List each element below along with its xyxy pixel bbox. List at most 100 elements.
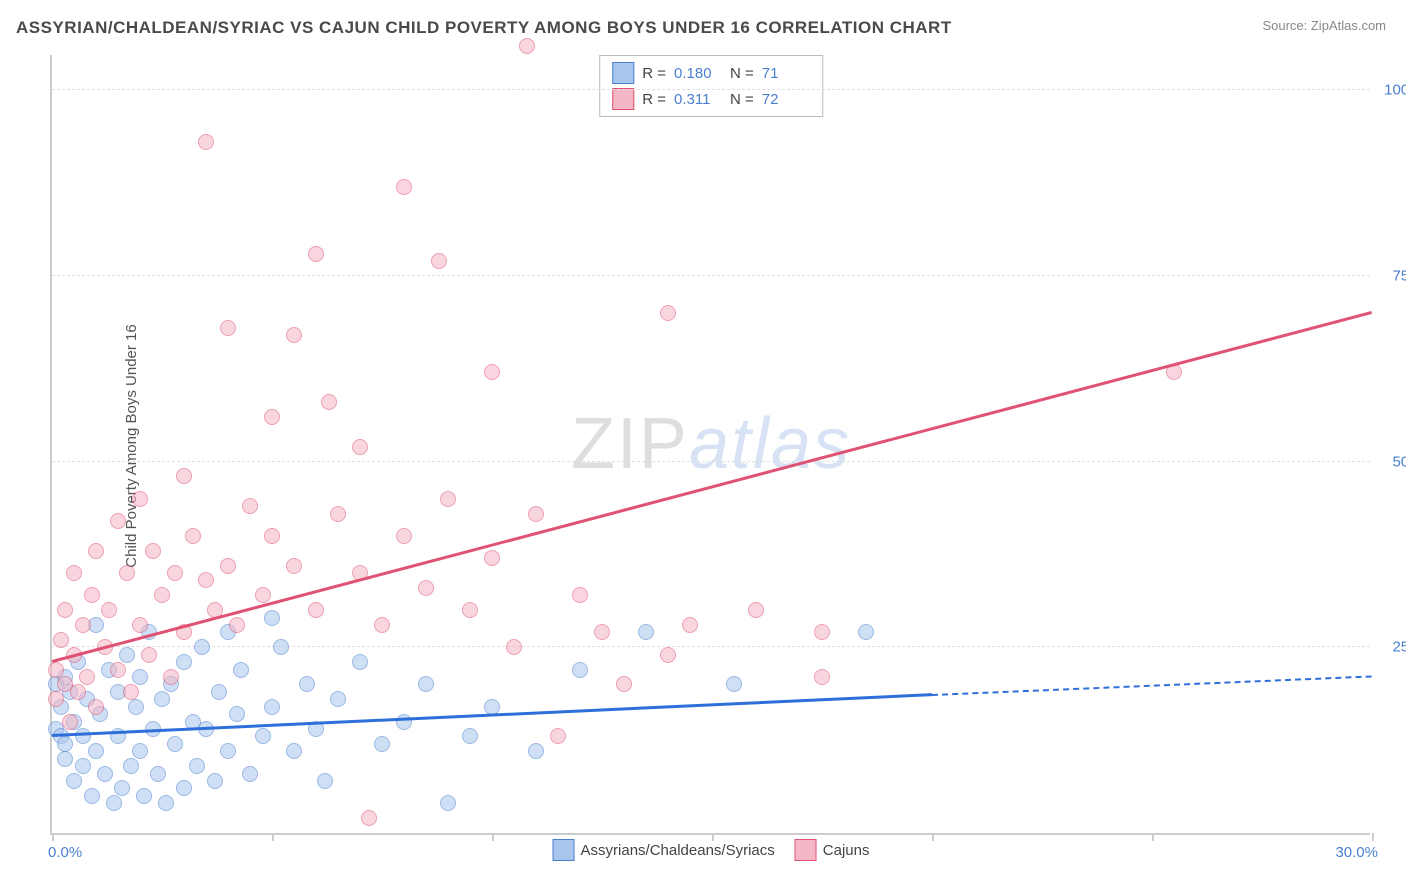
scatter-point (97, 766, 113, 782)
scatter-point (229, 706, 245, 722)
legend-swatch-series1 (553, 839, 575, 861)
scatter-point (506, 639, 522, 655)
scatter-point (220, 558, 236, 574)
scatter-point (255, 728, 271, 744)
scatter-point (242, 498, 258, 514)
scatter-point (352, 439, 368, 455)
scatter-point (484, 550, 500, 566)
x-tick (1372, 833, 1374, 841)
n-val-1: 71 (762, 65, 810, 82)
scatter-point (194, 639, 210, 655)
scatter-point (286, 327, 302, 343)
scatter-point (128, 699, 144, 715)
scatter-point (660, 647, 676, 663)
scatter-point (141, 647, 157, 663)
scatter-point (48, 662, 64, 678)
scatter-point (361, 810, 377, 826)
scatter-point (748, 602, 764, 618)
x-tick-start: 0.0% (48, 844, 82, 861)
scatter-point (88, 743, 104, 759)
scatter-point (119, 647, 135, 663)
scatter-point (264, 699, 280, 715)
x-tick-end: 30.0% (1335, 844, 1378, 861)
scatter-point (211, 684, 227, 700)
scatter-point (682, 617, 698, 633)
scatter-point (57, 736, 73, 752)
trend-line-dashed (932, 675, 1372, 696)
scatter-point (273, 639, 289, 655)
scatter-point (154, 691, 170, 707)
swatch-series2 (612, 88, 634, 110)
scatter-point (132, 669, 148, 685)
scatter-point (70, 684, 86, 700)
y-tick-label: 100.0% (1375, 82, 1406, 99)
x-tick (272, 833, 274, 841)
scatter-point (75, 758, 91, 774)
gridline-h (52, 275, 1370, 276)
scatter-point (440, 491, 456, 507)
swatch-series1 (612, 62, 634, 84)
trend-line (52, 311, 1373, 663)
scatter-point (189, 758, 205, 774)
scatter-point (167, 736, 183, 752)
scatter-point (396, 714, 412, 730)
scatter-point (176, 468, 192, 484)
scatter-point (374, 736, 390, 752)
scatter-point (150, 766, 166, 782)
scatter-point (286, 743, 302, 759)
scatter-point (264, 409, 280, 425)
r-label-1: R = (642, 65, 666, 82)
scatter-point (110, 662, 126, 678)
scatter-point (431, 253, 447, 269)
legend-label-series1: Assyrians/Chaldeans/Syriacs (581, 842, 775, 859)
scatter-point (220, 743, 236, 759)
scatter-point (374, 617, 390, 633)
scatter-point (66, 773, 82, 789)
scatter-point (308, 602, 324, 618)
scatter-point (660, 305, 676, 321)
legend-item-series1: Assyrians/Chaldeans/Syriacs (553, 839, 775, 861)
scatter-point (484, 364, 500, 380)
scatter-point (57, 751, 73, 767)
n-val-2: 72 (762, 91, 810, 108)
scatter-point (75, 617, 91, 633)
y-tick-label: 50.0% (1375, 453, 1406, 470)
scatter-point (198, 572, 214, 588)
scatter-point (106, 795, 122, 811)
scatter-point (119, 565, 135, 581)
scatter-point (616, 676, 632, 692)
gridline-h (52, 89, 1370, 90)
scatter-point (814, 624, 830, 640)
x-tick (52, 833, 54, 841)
scatter-point (519, 38, 535, 54)
scatter-point (207, 773, 223, 789)
scatter-point (255, 587, 271, 603)
scatter-point (88, 543, 104, 559)
scatter-point (462, 728, 478, 744)
scatter-point (136, 788, 152, 804)
scatter-point (132, 491, 148, 507)
chart-title: ASSYRIAN/CHALDEAN/SYRIAC VS CAJUN CHILD … (16, 18, 952, 38)
scatter-point (352, 654, 368, 670)
scatter-point (48, 691, 64, 707)
r-val-1: 0.180 (674, 65, 722, 82)
scatter-point (79, 669, 95, 685)
scatter-point (154, 587, 170, 603)
scatter-point (594, 624, 610, 640)
scatter-point (317, 773, 333, 789)
scatter-point (330, 691, 346, 707)
scatter-point (440, 795, 456, 811)
scatter-point (167, 565, 183, 581)
scatter-point (396, 528, 412, 544)
bottom-legend: Assyrians/Chaldeans/Syriacs Cajuns (553, 839, 870, 861)
scatter-point (123, 684, 139, 700)
scatter-point (158, 795, 174, 811)
scatter-point (814, 669, 830, 685)
legend-label-series2: Cajuns (823, 842, 870, 859)
scatter-point (123, 758, 139, 774)
gridline-h (52, 646, 1370, 647)
scatter-point (57, 602, 73, 618)
scatter-point (286, 558, 302, 574)
scatter-point (418, 580, 434, 596)
watermark: ZIPatlas (571, 403, 851, 485)
